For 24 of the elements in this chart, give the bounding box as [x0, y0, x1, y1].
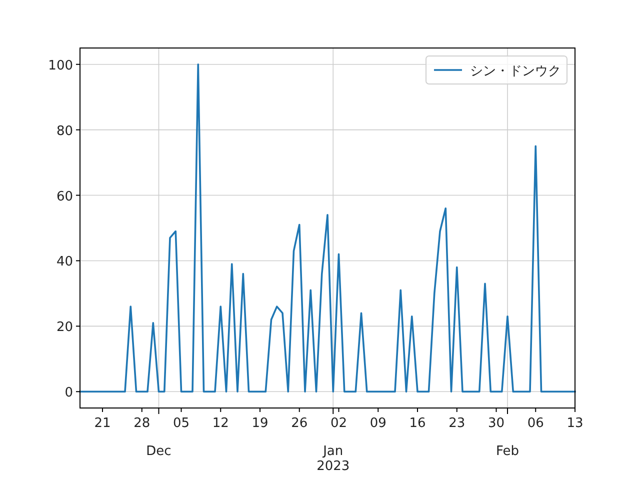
x-tick-label: 13 — [566, 416, 584, 431]
y-tick-label: 20 — [56, 320, 73, 336]
y-tick-label: 80 — [56, 124, 73, 139]
legend-label: シン・ドンウク — [470, 64, 561, 79]
text: Dec — [146, 444, 172, 459]
x-tick-label: 30 — [488, 416, 505, 431]
y-tick-label: 60 — [56, 189, 73, 204]
text: Feb — [496, 444, 520, 459]
x-tick-label: 26 — [291, 416, 308, 431]
x-tick-label: 05 — [172, 416, 190, 431]
x-tick-label: 06 — [527, 416, 544, 431]
text: Jan 2023 — [316, 444, 350, 474]
x-tick-label: 02 — [330, 416, 348, 431]
y-tick-label: 100 — [48, 58, 73, 74]
x-tick-label: 09 — [370, 416, 386, 431]
x-tick-label: 23 — [448, 416, 466, 431]
line-series — [79, 63, 576, 393]
x-tick-label: 19 — [252, 416, 268, 431]
x-tick-label: 21 — [94, 416, 111, 431]
x-tick-label: 28 — [134, 416, 150, 431]
x-tick-label: 12 — [212, 416, 229, 431]
x-tick-label: 16 — [409, 416, 426, 431]
y-tick-label: 40 — [56, 254, 73, 270]
y-tick-label: 0 — [64, 386, 73, 401]
